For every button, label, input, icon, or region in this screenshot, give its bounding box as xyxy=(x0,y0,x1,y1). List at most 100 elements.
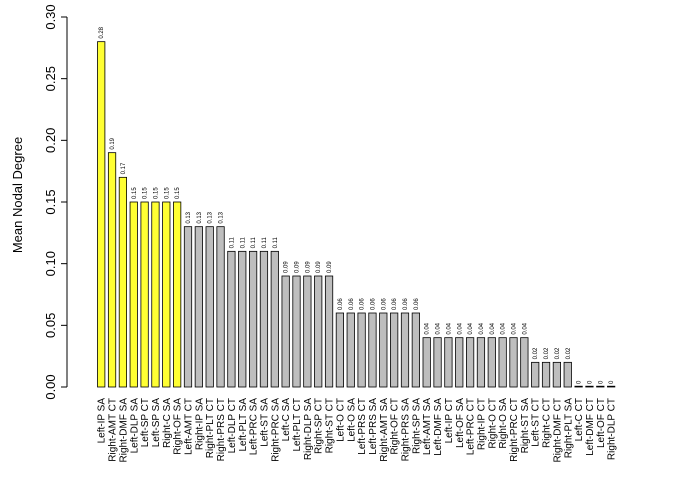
y-tick-label: 0.25 xyxy=(43,66,58,91)
bar-value-label: 0.13 xyxy=(219,211,225,223)
bar-value-label: 0.06 xyxy=(370,298,376,310)
category-label: Right-PRC CT xyxy=(509,398,520,462)
category-label: Left-DLP SA xyxy=(129,398,140,454)
bar-value-label: 0.02 xyxy=(566,347,572,359)
category-label: Right-DMF SA xyxy=(118,398,129,463)
category-label: Right-AMT CT xyxy=(108,398,119,462)
category-label: Left-PLT CT xyxy=(292,398,303,452)
bar-value-label: 0.04 xyxy=(446,322,452,334)
category-label: Left-AMT CT xyxy=(184,398,195,455)
bar xyxy=(97,41,106,388)
category-label: Left-ST CT xyxy=(531,398,542,447)
bar-value-label: 0.06 xyxy=(403,298,409,310)
category-label: Left-DMF CT xyxy=(585,398,596,456)
bar xyxy=(509,337,518,388)
category-label: Right-AMT SA xyxy=(379,398,390,462)
category-label: Right-OF CT xyxy=(390,398,401,455)
bar xyxy=(183,226,193,388)
category-label: Left-PRS SA xyxy=(368,398,379,455)
bar-value-label: 0.11 xyxy=(229,236,235,248)
category-label: Left-OF CT xyxy=(596,398,607,448)
bar xyxy=(379,312,388,388)
bar-value-label: 0.15 xyxy=(132,187,138,199)
category-label: Left-IP CT xyxy=(444,398,455,443)
bar-value-label: 0 xyxy=(598,380,604,384)
bar-value-label: 0.02 xyxy=(555,347,561,359)
bar-value-label: 0 xyxy=(587,380,593,384)
category-label: Left-O SA xyxy=(346,398,357,442)
bar xyxy=(205,226,214,388)
bar-value-label: 0.02 xyxy=(533,347,539,359)
bar xyxy=(487,337,496,388)
category-label: Left-SP CT xyxy=(140,398,151,447)
bar-value-label: 0.17 xyxy=(121,162,127,174)
bar xyxy=(607,385,616,388)
y-tick-label: 0.15 xyxy=(43,189,58,214)
bar xyxy=(368,312,377,388)
bar-value-label: 0.28 xyxy=(99,26,105,38)
category-label: Right-PRS SA xyxy=(401,398,412,462)
bar xyxy=(498,337,507,388)
bar xyxy=(574,385,583,388)
bar-value-label: 0.04 xyxy=(479,322,485,334)
bar xyxy=(422,337,431,388)
bar xyxy=(400,312,410,388)
category-label: Right-SP SA xyxy=(411,398,422,454)
category-label: Right-O SA xyxy=(498,398,509,449)
category-label: Right-DLP CT xyxy=(607,398,618,460)
bar-value-label: 0.09 xyxy=(295,261,301,273)
bar-value-label: 0.06 xyxy=(392,298,398,310)
category-label: Left-C CT xyxy=(574,398,585,441)
category-label: Left-ST SA xyxy=(259,398,270,447)
bar-value-label: 0.09 xyxy=(327,261,333,273)
bar-value-label: 0.15 xyxy=(164,187,170,199)
y-tick-label: 0.20 xyxy=(43,128,58,153)
bar-value-label: 0.06 xyxy=(381,298,387,310)
bar xyxy=(129,201,138,388)
bar xyxy=(107,152,117,388)
bar-value-label: 0.09 xyxy=(316,261,322,273)
bar xyxy=(314,275,323,388)
bar-value-label: 0 xyxy=(609,380,615,384)
bar-value-label: 0.04 xyxy=(457,322,463,334)
bar xyxy=(248,250,258,388)
category-labels: Left-IP SA Right-AMT CT Right-DMF SA Left-D… xyxy=(97,398,618,463)
bar xyxy=(194,226,203,388)
bar-value-label: 0.04 xyxy=(522,322,528,334)
bar xyxy=(433,337,442,388)
category-label: Right-DMF CT xyxy=(552,398,563,462)
bar xyxy=(238,250,247,388)
category-label: Left-DMF SA xyxy=(433,398,444,456)
bar-value-label: 0.06 xyxy=(338,298,344,310)
category-label: Left-PRS CT xyxy=(357,398,368,455)
category-label: Right-C SA xyxy=(162,398,173,448)
bar-value-label: 0.04 xyxy=(490,322,496,334)
category-label: Right-ST CT xyxy=(325,398,336,453)
bar xyxy=(162,201,171,388)
bar-value-label: 0.06 xyxy=(349,298,355,310)
bar xyxy=(270,250,279,388)
category-label: Left-O CT xyxy=(335,398,346,442)
bar-value-label: 0.04 xyxy=(468,322,474,334)
bar-value-label: 0.13 xyxy=(197,211,203,223)
category-label: Right-PRS CT xyxy=(216,398,227,461)
bar xyxy=(303,275,312,388)
bar xyxy=(531,361,540,388)
bar-value-label: 0.19 xyxy=(110,137,116,149)
category-label: Right-IP CT xyxy=(476,398,487,450)
bar-value-label: 0.04 xyxy=(425,322,431,334)
bar xyxy=(455,337,464,388)
bar xyxy=(563,361,572,388)
category-label: Left-PRC SA xyxy=(249,398,260,456)
bar-value-label: 0.06 xyxy=(414,298,420,310)
category-label: Right-IP SA xyxy=(194,398,205,450)
y-tick-label: 0.10 xyxy=(43,251,58,276)
bar xyxy=(140,201,149,388)
bar xyxy=(151,201,160,388)
bar xyxy=(476,337,486,388)
bars xyxy=(97,41,616,388)
bar xyxy=(259,250,269,388)
bar-value-label: 0.15 xyxy=(153,187,159,199)
bar xyxy=(281,275,290,388)
